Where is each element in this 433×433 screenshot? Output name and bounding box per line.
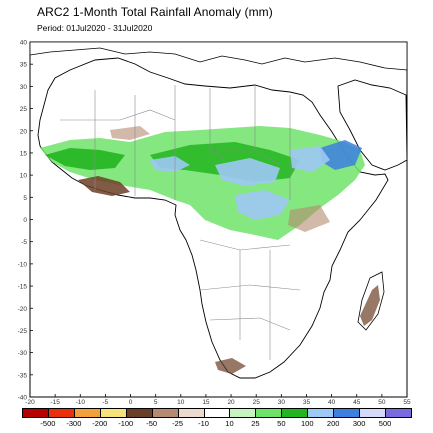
x-tick-label: 55 [403,399,411,406]
y-tick-label: 20 [20,128,28,135]
y-tick-label: 25 [20,106,28,113]
legend-swatch [99,408,127,418]
y-tick-label: 40 [20,40,28,47]
dry-southern-africa [215,358,246,374]
y-tick-label: 10 [20,173,28,180]
y-tick-label: 35 [20,62,28,69]
legend-swatch [203,408,231,418]
y-tick-label: -10 [18,261,28,268]
wet-blue-sudan [290,146,330,172]
wet-core-west [45,148,125,170]
legend-label: 300 [352,419,366,428]
legend-label: -25 [172,419,184,428]
y-tick-label: -25 [18,328,28,335]
x-tick-label: 15 [202,399,210,406]
x-tick-label: 45 [353,399,361,406]
y-tick-label: -15 [18,284,28,291]
dry-sahara-west [110,126,150,140]
legend-swatch [125,408,153,418]
legend-swatch [229,408,257,418]
legend-swatch [151,408,179,418]
dry-east-africa [288,205,330,232]
y-tick-label: 15 [20,150,28,157]
madagascar-island [357,271,385,331]
legend-swatch [255,408,283,418]
legend-swatch [333,408,361,418]
x-tick-label: 30 [278,399,286,406]
legend-swatch [22,408,49,418]
y-tick-label: 5 [23,195,27,202]
wet-blue-central [215,158,280,186]
legend-swatch [47,408,75,418]
x-tick-label: -20 [25,399,35,406]
legend-swatch [359,408,387,418]
legend-label: 500 [378,419,392,428]
legend-label: -200 [92,419,108,428]
x-tick-label: -5 [103,399,109,406]
wet-blue-congo [235,190,290,220]
y-tick-label: 30 [20,84,28,91]
map-title: ARC2 1-Month Total Rainfall Anomaly (mm) [37,5,273,19]
x-tick-label: -15 [50,399,60,406]
x-tick-label: 50 [378,399,386,406]
country-borders [60,85,301,360]
x-tick-label: 40 [328,399,336,406]
legend-label: 25 [251,419,260,428]
legend-swatch [385,408,412,418]
dry-madagascar [360,285,380,326]
y-tick-label: -20 [18,306,28,313]
y-tick-label: 0 [23,217,27,224]
wet-blue-ethiopia [320,140,362,170]
legend-label: 10 [225,419,234,428]
legend-label: 50 [277,419,286,428]
legend-label: 100 [301,419,314,428]
y-tick-label: -5 [21,239,27,246]
x-tick-label: 0 [129,399,133,406]
legend-label: -100 [118,419,134,428]
legend-label: -50 [146,419,158,428]
legend-swatch [73,408,101,418]
dry-guinea-coast [78,176,130,196]
y-tick-label: -40 [18,395,28,402]
x-tick-label: 35 [303,399,311,406]
europe-coast [30,42,407,71]
legend-label: -300 [66,419,82,428]
x-tick-label: 10 [177,399,185,406]
legend-label: -500 [40,419,56,428]
arabian-peninsula [337,79,407,171]
legend-swatch [177,408,205,418]
x-tick-label: 20 [227,399,235,406]
wet-blue-west [150,156,190,172]
x-tick-label: -10 [76,399,86,406]
axis-ticks: -20 -15 -10 -5 0 5 10 15 20 25 30 35 40 45 50 554035302… [18,40,411,407]
y-tick-label: -30 [18,350,28,357]
legend-swatch [307,408,335,418]
legend-bar [22,408,412,420]
legend-label: -10 [198,419,209,428]
map-period: Period: 01Jul2020 - 31Jul2020 [37,23,153,33]
x-tick-label: 25 [253,399,261,406]
x-tick-label: 5 [154,399,158,406]
legend-label: 200 [326,419,340,428]
y-tick-label: -35 [18,372,28,379]
legend-swatch [281,408,309,418]
